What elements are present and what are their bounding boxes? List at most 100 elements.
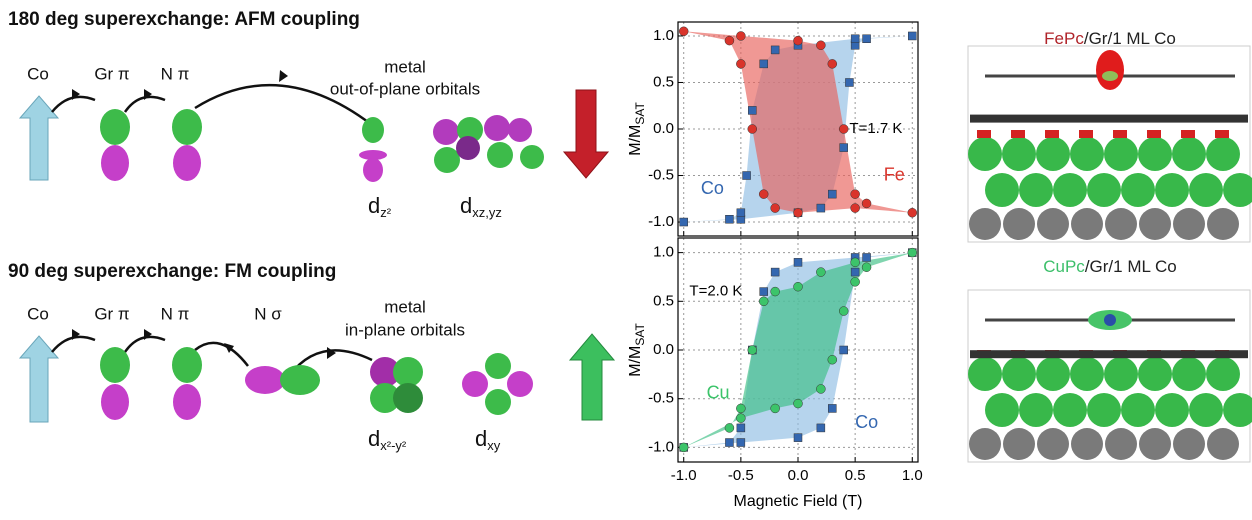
- y-label-sub: SAT: [633, 102, 647, 125]
- co-atom: [1155, 393, 1189, 427]
- co-atom: [1139, 208, 1171, 240]
- co-atom: [1139, 428, 1171, 460]
- chart: -1.0 -0.5 0.0 0.5 1.0 -1.0 -0.5 0.0 0.5 1.0 Co Cu T=…: [627, 237, 923, 510]
- row-title: 90 deg superexchange: FM coupling: [8, 261, 336, 282]
- co-atom: [1138, 137, 1172, 171]
- co-atom: [1019, 173, 1053, 207]
- co-atom: [1036, 137, 1070, 171]
- marker: [845, 78, 854, 87]
- co-atom: [1070, 357, 1104, 391]
- cu-atom: [1104, 314, 1116, 326]
- co-atom: [1189, 173, 1223, 207]
- co-atom: [968, 357, 1002, 391]
- y-tick-label: 0.0: [653, 341, 674, 358]
- orbitals-label: out-of-plane orbitals: [330, 79, 480, 98]
- panel-title: FePc/Gr/1 ML Co: [1044, 29, 1176, 48]
- marker: [678, 26, 689, 37]
- co-atom: [1053, 393, 1087, 427]
- charge: [1181, 130, 1195, 138]
- marker: [759, 59, 768, 69]
- charge: [977, 130, 991, 138]
- co-atom: [1002, 357, 1036, 391]
- loop-area: [683, 31, 913, 213]
- y-tick-label: 0.0: [653, 120, 674, 137]
- exchange-path: [51, 84, 373, 376]
- x-tick-label: 0.5: [845, 467, 866, 484]
- marker: [748, 106, 757, 115]
- co-atom: [1206, 137, 1240, 171]
- co-atom: [1071, 208, 1103, 240]
- marker: [725, 438, 734, 447]
- annotation: T=2.0 K: [689, 283, 742, 300]
- co-atom: [1037, 428, 1069, 460]
- marker: [816, 423, 826, 433]
- y-tick-label: 1.0: [653, 27, 674, 44]
- marker: [850, 267, 860, 277]
- marker: [742, 171, 751, 180]
- plot-frame: [677, 237, 919, 463]
- marker: [827, 59, 838, 69]
- metal-label: metal: [384, 297, 426, 316]
- row-title: 180 deg superexchange: AFM coupling: [8, 9, 360, 30]
- orbitals-label: in-plane orbitals: [345, 320, 465, 339]
- substrate: /Gr/1 ML Co: [1085, 257, 1177, 276]
- marker: [770, 45, 780, 55]
- d-subscript: xz,yz: [472, 205, 502, 220]
- marker: [793, 35, 803, 46]
- marker: [759, 287, 768, 296]
- marker: [828, 189, 837, 199]
- d-symbol: d: [368, 426, 380, 451]
- marker: [816, 203, 826, 213]
- d-orbital-label: dx²-y²: [368, 426, 407, 454]
- co-atom: [1223, 173, 1252, 207]
- marker: [838, 124, 849, 134]
- co-atom: [1173, 208, 1205, 240]
- orbital-label: Gr π: [94, 64, 129, 83]
- layout: [18, 45, 1252, 463]
- marker: [724, 35, 735, 46]
- marker: [736, 438, 746, 447]
- marker: [838, 306, 849, 316]
- fe-density: [1096, 50, 1124, 90]
- marker: [862, 253, 871, 262]
- x-tick-label: -0.5: [728, 467, 754, 484]
- marker: [678, 442, 689, 453]
- marker: [816, 267, 826, 277]
- plot-frame: [677, 21, 919, 237]
- molecule: CuPc: [1043, 257, 1085, 276]
- co-atom: [1019, 393, 1053, 427]
- co-atom: [1053, 173, 1087, 207]
- y-tick-label: -1.0: [648, 213, 674, 230]
- cu-spin-arrow: [568, 333, 616, 421]
- co-atom: [1207, 428, 1239, 460]
- marker: [736, 413, 746, 423]
- co-atom: [1173, 428, 1205, 460]
- co-atom: [1002, 137, 1036, 171]
- d-symbol: d: [475, 426, 487, 451]
- marker: [907, 207, 918, 218]
- orbital-label: Co: [27, 64, 49, 83]
- y-tick-label: -1.0: [648, 438, 674, 455]
- marker: [736, 403, 746, 414]
- orbital-label: Co: [27, 304, 49, 323]
- marker: [793, 433, 803, 442]
- marker: [770, 286, 780, 297]
- marker: [793, 281, 803, 292]
- charge: [1215, 130, 1229, 138]
- marker: [770, 203, 780, 213]
- marker: [827, 354, 838, 365]
- marker: [850, 203, 860, 213]
- co-atom: [1105, 208, 1137, 240]
- co-atom: [1087, 173, 1121, 207]
- marker: [908, 31, 917, 41]
- co-atom: [1172, 137, 1206, 171]
- marker: [828, 404, 837, 413]
- y-tick-label: -0.5: [648, 166, 674, 183]
- marker: [793, 207, 803, 218]
- orbitals: [100, 109, 544, 420]
- marker: [850, 257, 860, 268]
- d-orbital-label: dxz,yz: [460, 193, 502, 221]
- loop-area: [683, 252, 913, 448]
- d-symbol: d: [460, 193, 472, 218]
- x-tick-label: 0.0: [788, 467, 809, 484]
